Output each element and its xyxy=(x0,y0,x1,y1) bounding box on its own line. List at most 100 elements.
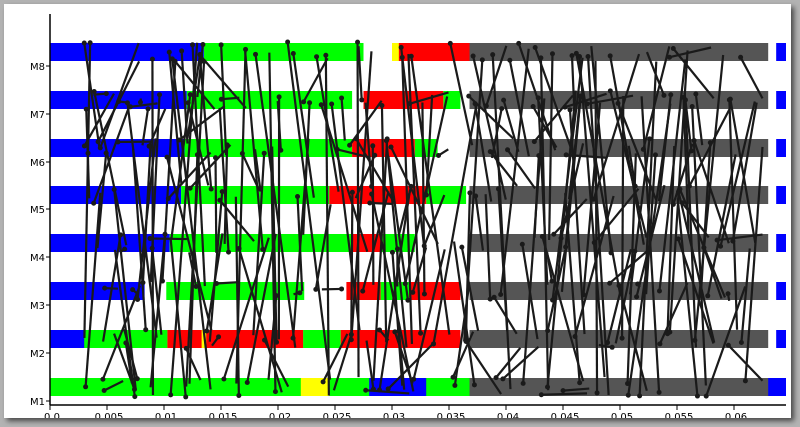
precedence-line xyxy=(340,97,346,141)
precedence-line xyxy=(669,46,712,59)
precedence-point xyxy=(661,92,667,98)
precedence-line xyxy=(246,233,277,383)
precedence-line xyxy=(485,45,508,107)
precedence-point xyxy=(520,380,526,386)
bar-blue-M8 xyxy=(50,43,204,61)
precedence-line xyxy=(451,331,475,378)
precedence-point xyxy=(102,285,108,291)
precedence-point xyxy=(301,99,307,105)
precedence-point xyxy=(647,136,653,142)
precedence-point xyxy=(436,152,442,158)
precedence-point xyxy=(576,53,582,59)
precedence-line xyxy=(191,44,206,287)
precedence-line xyxy=(170,94,192,239)
precedence-line xyxy=(506,149,536,190)
precedence-point xyxy=(135,297,141,303)
precedence-line xyxy=(365,340,375,390)
precedence-point xyxy=(353,136,359,142)
precedence-line xyxy=(568,109,586,335)
precedence-line xyxy=(390,146,439,245)
precedence-line xyxy=(222,237,270,380)
precedence-line xyxy=(83,42,92,338)
bar-green-M4 xyxy=(380,234,415,252)
precedence-point xyxy=(418,330,424,336)
precedence-line xyxy=(223,144,229,244)
y-tick-label-m8: M8 xyxy=(30,62,45,73)
precedence-point xyxy=(320,379,326,385)
precedence-point xyxy=(682,97,688,103)
x-tick-label: 0.025 xyxy=(323,412,352,418)
precedence-line xyxy=(113,249,136,397)
bar-green-M8 xyxy=(203,43,364,61)
precedence-point xyxy=(625,392,631,398)
precedence-point xyxy=(218,42,224,48)
precedence-point xyxy=(208,186,214,192)
bar-green-M6 xyxy=(414,139,438,157)
precedence-line xyxy=(132,149,147,330)
precedence-point xyxy=(347,142,353,148)
precedence-line xyxy=(705,286,747,397)
precedence-line xyxy=(380,105,388,343)
precedence-point xyxy=(360,288,366,294)
precedence-line xyxy=(678,188,726,298)
precedence-line xyxy=(268,52,277,392)
precedence-point xyxy=(216,334,222,340)
precedence-line xyxy=(136,138,157,300)
precedence-point xyxy=(725,342,731,348)
precedence-point xyxy=(244,379,250,385)
precedence-point xyxy=(567,107,573,113)
precedence-point xyxy=(507,57,513,63)
precedence-line xyxy=(370,193,415,392)
precedence-point xyxy=(471,382,477,388)
precedence-line xyxy=(474,195,485,251)
precedence-point xyxy=(652,152,658,158)
precedence-point xyxy=(146,143,152,149)
precedence-point xyxy=(738,54,744,60)
precedence-line xyxy=(355,138,395,203)
precedence-line xyxy=(676,198,699,397)
precedence-line xyxy=(729,98,757,244)
precedence-point xyxy=(703,393,709,399)
precedence-line xyxy=(740,248,751,343)
precedence-point xyxy=(693,91,699,97)
bar-blue-M3 xyxy=(776,282,786,300)
precedence-line xyxy=(286,41,332,380)
precedence-point xyxy=(314,54,320,60)
precedence-point xyxy=(272,389,278,395)
precedence-point xyxy=(295,194,301,200)
precedence-line xyxy=(484,194,492,300)
precedence-line xyxy=(546,252,553,282)
precedence-line xyxy=(728,99,739,330)
precedence-point xyxy=(607,88,613,94)
precedence-point xyxy=(394,246,400,252)
precedence-point xyxy=(725,291,731,297)
precedence-line xyxy=(361,191,390,292)
precedence-point xyxy=(115,139,121,145)
precedence-line xyxy=(354,154,376,199)
precedence-point xyxy=(694,393,700,399)
precedence-point xyxy=(411,376,417,382)
precedence-point xyxy=(530,104,536,110)
precedence-point xyxy=(190,42,196,48)
precedence-line xyxy=(699,142,712,298)
precedence-point xyxy=(563,244,569,250)
precedence-point xyxy=(689,103,695,109)
precedence-line xyxy=(548,53,554,241)
precedence-point xyxy=(307,100,313,106)
precedence-point xyxy=(260,246,266,252)
precedence-point xyxy=(532,45,538,51)
precedence-point xyxy=(83,106,89,112)
gantt-chart: 0.0 0.005 0.01 0.015 0.02 0.025 0.03 0.035 0.04 0… xyxy=(30,14,786,418)
precedence-point xyxy=(498,291,504,297)
precedence-point xyxy=(87,40,93,46)
precedence-point xyxy=(405,297,411,303)
precedence-line xyxy=(672,143,694,205)
precedence-point xyxy=(349,189,355,195)
precedence-point xyxy=(273,293,279,299)
precedence-point xyxy=(531,139,537,145)
precedence-line xyxy=(594,60,599,393)
precedence-line xyxy=(638,61,658,396)
precedence-line xyxy=(124,342,134,384)
precedence-line xyxy=(409,91,449,105)
precedence-point xyxy=(132,394,138,400)
